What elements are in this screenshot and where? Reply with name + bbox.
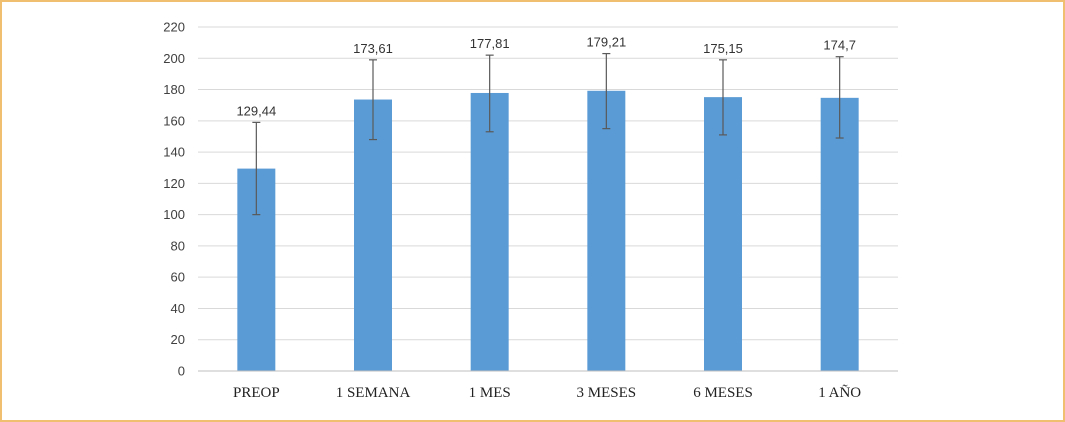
data-label-2: 173,61 <box>353 41 393 56</box>
y-tick-label-40: 40 <box>171 301 185 316</box>
data-label-6: 174,7 <box>823 38 856 53</box>
x-tick-label-2: 1 SEMANA <box>336 385 411 401</box>
y-tick-label-180: 180 <box>163 82 185 97</box>
y-tick-label-140: 140 <box>163 145 185 160</box>
y-tick-label-80: 80 <box>171 238 185 253</box>
bar-6 <box>820 97 859 371</box>
y-tick-label-0: 0 <box>178 364 185 379</box>
y-tick-label-100: 100 <box>163 207 185 222</box>
y-tick-label-20: 20 <box>171 332 185 347</box>
y-tick-label-160: 160 <box>163 113 185 128</box>
bar-2 <box>354 99 392 371</box>
x-tick-label-5: 6 MESES <box>693 385 753 401</box>
data-label-4: 179,21 <box>586 35 626 50</box>
x-tick-label-6: 1 AÑO <box>818 385 861 401</box>
bar-5 <box>704 97 742 371</box>
x-tick-label-4: 3 MESES <box>577 385 637 401</box>
bar-3 <box>470 92 509 371</box>
data-label-3: 177,81 <box>470 36 510 51</box>
y-tick-label-60: 60 <box>171 270 185 285</box>
bar-4 <box>587 90 626 371</box>
x-tick-label-3: 1 MES <box>469 385 511 401</box>
y-tick-label-200: 200 <box>163 51 185 66</box>
y-tick-label-220: 220 <box>163 20 185 35</box>
data-label-5: 175,15 <box>703 41 743 56</box>
y-tick-label-120: 120 <box>163 176 185 191</box>
x-tick-label-1: PREOP <box>233 385 280 401</box>
data-label-1: 129,44 <box>236 103 276 118</box>
